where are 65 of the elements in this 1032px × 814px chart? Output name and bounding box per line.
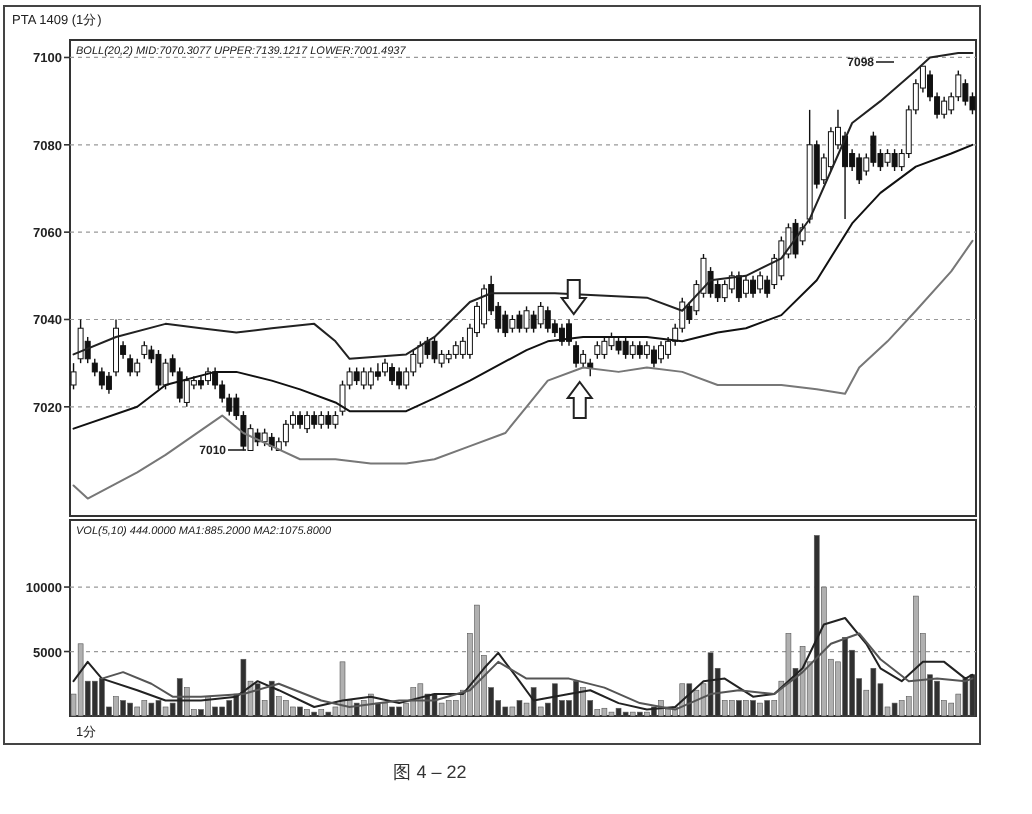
candlestick bbox=[77, 318, 84, 364]
candlestick bbox=[459, 336, 466, 360]
candlestick bbox=[650, 344, 657, 369]
candlestick bbox=[523, 305, 530, 334]
bar bbox=[743, 700, 749, 717]
candlestick bbox=[367, 366, 374, 391]
candlestick bbox=[396, 366, 403, 391]
bar bbox=[318, 709, 325, 717]
candlestick bbox=[424, 336, 431, 360]
candlestick bbox=[891, 148, 898, 172]
candlestick bbox=[516, 310, 523, 334]
candlestick bbox=[750, 275, 757, 299]
candlestick bbox=[176, 366, 183, 404]
bar bbox=[141, 700, 148, 717]
candlestick bbox=[374, 362, 381, 382]
candlestick bbox=[707, 266, 714, 299]
candlestick bbox=[792, 218, 799, 260]
candlestick bbox=[735, 270, 742, 303]
candlestick bbox=[304, 410, 311, 434]
candlestick bbox=[757, 270, 764, 294]
candlestick bbox=[658, 340, 664, 364]
candlestick bbox=[70, 362, 77, 391]
candlestick bbox=[155, 349, 162, 391]
bar bbox=[113, 696, 119, 717]
candlestick bbox=[530, 310, 537, 334]
bar bbox=[283, 700, 289, 717]
bar bbox=[729, 700, 735, 717]
bar bbox=[898, 700, 905, 717]
candlestick bbox=[856, 152, 863, 185]
candlestick bbox=[431, 336, 438, 364]
bar bbox=[601, 707, 608, 717]
bar bbox=[304, 709, 310, 717]
candlestick bbox=[714, 279, 721, 303]
bar bbox=[516, 700, 523, 717]
candlestick bbox=[360, 366, 367, 391]
candlestick bbox=[601, 336, 608, 360]
candlestick bbox=[537, 301, 544, 329]
candlestick bbox=[742, 275, 749, 299]
candlestick bbox=[941, 96, 948, 120]
candlestick bbox=[870, 131, 877, 168]
line-series bbox=[72, 617, 974, 711]
candlestick bbox=[162, 358, 169, 391]
bar bbox=[134, 706, 141, 717]
candlestick bbox=[721, 279, 728, 303]
candlestick bbox=[183, 375, 190, 408]
bar bbox=[290, 706, 296, 717]
candlestick bbox=[417, 340, 424, 369]
candlestick bbox=[282, 419, 289, 447]
candlestick bbox=[962, 78, 969, 107]
candlestick bbox=[728, 270, 735, 294]
candlestick bbox=[544, 305, 551, 334]
candlestick bbox=[98, 366, 105, 391]
bar bbox=[757, 702, 763, 717]
bar bbox=[77, 643, 84, 717]
bar bbox=[155, 700, 162, 717]
candlestick bbox=[622, 336, 629, 360]
bar bbox=[162, 706, 169, 717]
line-series bbox=[72, 239, 974, 500]
candlestick bbox=[778, 235, 785, 281]
caption: 图 4 – 22 bbox=[393, 762, 467, 782]
candlestick bbox=[502, 310, 509, 338]
candlestick bbox=[481, 283, 488, 329]
line-series bbox=[72, 143, 974, 430]
bar bbox=[509, 706, 516, 717]
candlestick bbox=[389, 362, 396, 386]
